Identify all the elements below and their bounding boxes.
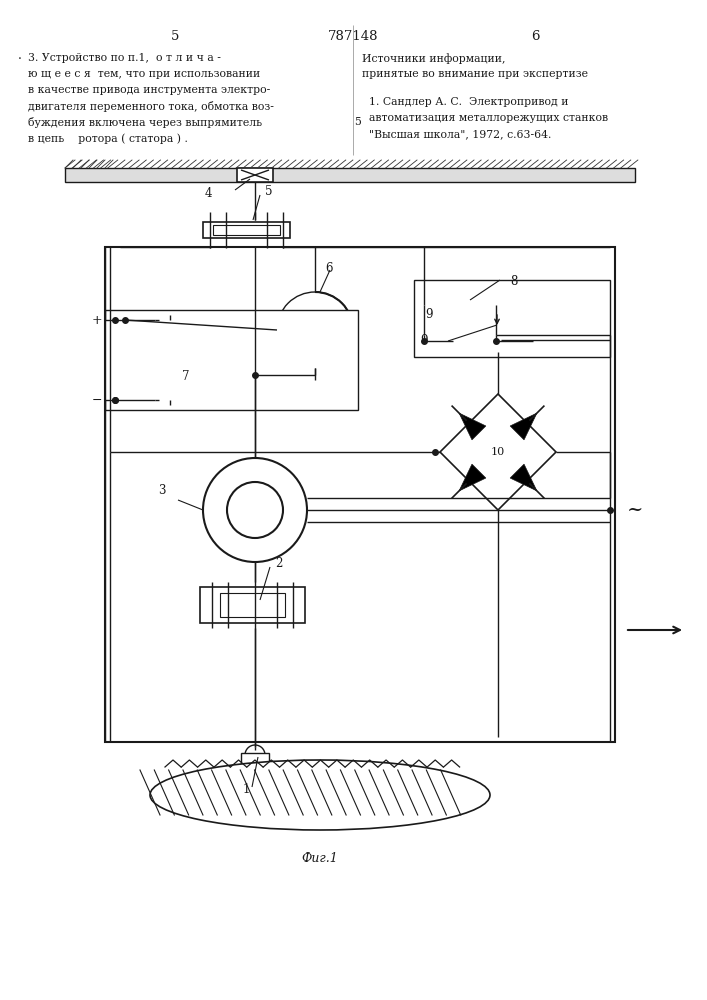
Text: 1. Сандлер А. С.  Электропривод и: 1. Сандлер А. С. Электропривод и [369, 97, 568, 107]
Ellipse shape [150, 760, 490, 830]
Text: −: − [91, 393, 102, 406]
Text: 5: 5 [354, 117, 361, 127]
Text: 5: 5 [171, 30, 179, 43]
Bar [105, 310, 358, 410]
Text: 7: 7 [182, 369, 189, 382]
Circle shape [277, 292, 353, 368]
Text: двигателя переменного тока, обмотка воз-: двигателя переменного тока, обмотка воз- [28, 101, 274, 112]
Bar [241, 753, 269, 765]
Polygon shape [440, 394, 556, 510]
Text: 2: 2 [275, 557, 282, 570]
Text: ~: ~ [627, 501, 643, 519]
Bar [65, 168, 635, 182]
Bar [203, 222, 290, 238]
Polygon shape [327, 311, 353, 349]
Text: 6: 6 [531, 30, 539, 43]
Polygon shape [510, 464, 537, 491]
Text: 9: 9 [426, 308, 433, 322]
Bar [200, 587, 305, 623]
Text: буждения включена через выпрямитель: буждения включена через выпрямитель [28, 117, 262, 128]
Bar [237, 168, 273, 182]
Bar [213, 225, 280, 235]
Text: ю щ е е с я  тем, что при использовании: ю щ е е с я тем, что при использовании [28, 69, 260, 79]
Text: 5: 5 [265, 185, 272, 198]
Circle shape [227, 482, 283, 538]
Text: 3. Устройство по п.1,  о т л и ч а -: 3. Устройство по п.1, о т л и ч а - [28, 53, 221, 63]
Circle shape [245, 745, 265, 765]
Circle shape [203, 458, 307, 562]
Bar [453, 330, 533, 352]
Polygon shape [277, 311, 303, 349]
Text: в качестве привода инструмента электро-: в качестве привода инструмента электро- [28, 85, 270, 95]
Text: 9: 9 [421, 334, 428, 348]
Bar [414, 280, 610, 357]
Text: Источники информации,: Источники информации, [362, 53, 506, 64]
Text: 10: 10 [491, 447, 505, 457]
Text: в цепь    ротора ( статора ) .: в цепь ротора ( статора ) . [28, 133, 188, 144]
Text: 1: 1 [243, 783, 250, 796]
Text: 8: 8 [510, 275, 518, 288]
Bar [105, 247, 615, 742]
Text: "Высшая школа", 1972, с.63-64.: "Высшая школа", 1972, с.63-64. [369, 129, 551, 139]
Polygon shape [459, 464, 486, 491]
Text: 6: 6 [325, 262, 332, 275]
Polygon shape [459, 413, 486, 440]
Polygon shape [510, 413, 537, 440]
Text: 3: 3 [158, 484, 165, 496]
Text: ·: · [18, 53, 22, 66]
Text: принятые во внимание при экспертизе: принятые во внимание при экспертизе [362, 69, 588, 79]
Bar [220, 593, 285, 617]
Text: Фиг.1: Фиг.1 [302, 852, 339, 865]
Text: +: + [91, 314, 102, 326]
Text: 4: 4 [205, 187, 213, 200]
Text: 787148: 787148 [328, 30, 378, 43]
Text: автоматизация металлорежущих станков: автоматизация металлорежущих станков [369, 113, 608, 123]
